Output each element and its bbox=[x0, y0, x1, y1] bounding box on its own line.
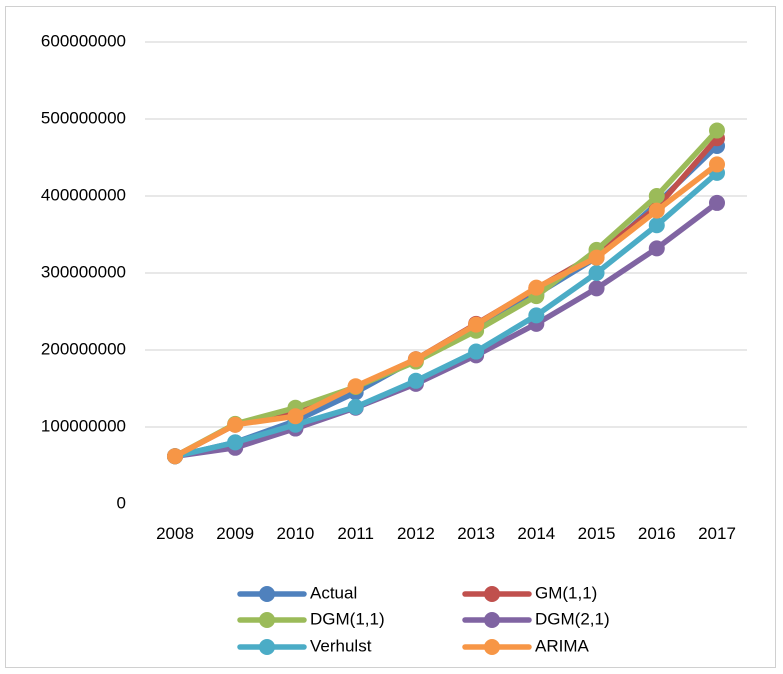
legend-swatch-marker bbox=[259, 612, 275, 628]
y-tick-label: 0 bbox=[117, 493, 126, 512]
data-point-arima bbox=[528, 279, 545, 296]
data-point-dgm-2-1 bbox=[648, 240, 665, 257]
legend-swatch-marker bbox=[484, 639, 500, 655]
x-tick-label: 2015 bbox=[578, 524, 616, 543]
legend-label: DGM(1,1) bbox=[310, 609, 385, 628]
data-point-arima bbox=[648, 202, 665, 219]
series-line-dgm-1-1 bbox=[172, 127, 720, 460]
data-point-verhulst bbox=[468, 343, 485, 360]
legend-item-actual: Actual bbox=[237, 583, 357, 602]
data-point-verhulst bbox=[528, 307, 545, 324]
x-tick-label: 2012 bbox=[397, 524, 435, 543]
series-line-verhulst bbox=[172, 170, 720, 460]
gridlines bbox=[145, 41, 747, 428]
legend-swatch-marker bbox=[259, 639, 275, 655]
series-gm-1-1 bbox=[167, 130, 725, 465]
x-tick-label: 2016 bbox=[638, 524, 676, 543]
data-point-dgm-2-1 bbox=[709, 194, 725, 211]
y-tick-label: 400000000 bbox=[41, 185, 126, 204]
data-point-arima bbox=[588, 249, 605, 266]
legend: Actual GM(1,1) DGM(1,1) DGM(2,1) Verhulst ARI… bbox=[237, 583, 610, 655]
data-point-arima bbox=[347, 378, 364, 395]
series-line-arima bbox=[172, 161, 720, 460]
legend-swatch-marker bbox=[259, 586, 275, 602]
y-tick-label: 100000000 bbox=[41, 416, 126, 435]
legend-item-arima: ARIMA bbox=[462, 636, 590, 655]
legend-label: DGM(2,1) bbox=[535, 609, 610, 628]
legend-item-verhulst: Verhulst bbox=[237, 636, 372, 655]
data-point-arima bbox=[468, 316, 485, 333]
data-point-verhulst bbox=[588, 265, 605, 281]
y-tick-label: 500000000 bbox=[41, 108, 126, 127]
x-tick-label: 2014 bbox=[517, 524, 555, 543]
x-tick-label: 2009 bbox=[216, 524, 254, 543]
series-actual bbox=[167, 137, 725, 465]
data-point-verhulst bbox=[347, 398, 364, 415]
series-dgm-1-1 bbox=[167, 122, 725, 465]
legend-label: Verhulst bbox=[310, 636, 372, 655]
y-tick-label: 300000000 bbox=[41, 262, 126, 281]
data-point-arima bbox=[407, 351, 424, 368]
data-point-verhulst bbox=[227, 434, 244, 451]
y-tick-label: 600000000 bbox=[41, 31, 126, 50]
series-arima bbox=[167, 156, 725, 465]
series-lines bbox=[167, 122, 725, 465]
legend-item-gm-1-1: GM(1,1) bbox=[462, 583, 597, 602]
x-tick-label: 2011 bbox=[337, 524, 374, 543]
legend-label: GM(1,1) bbox=[535, 583, 597, 602]
data-point-arima bbox=[227, 416, 244, 433]
x-axis-tick-labels: 2008 2009 2010 2011 2012 2013 2014 2015 2016 2017 bbox=[156, 524, 736, 543]
legend-label: Actual bbox=[310, 583, 357, 602]
x-tick-label: 2017 bbox=[698, 524, 736, 543]
data-point-arima bbox=[709, 156, 725, 173]
x-tick-label: 2013 bbox=[457, 524, 495, 543]
series-line-dgm-2-1 bbox=[172, 200, 720, 460]
legend-item-dgm-2-1: DGM(2,1) bbox=[462, 609, 610, 628]
y-tick-label: 200000000 bbox=[41, 339, 126, 358]
data-point-dgm-1-1 bbox=[648, 188, 665, 204]
y-axis-tick-labels: 0 100000000 200000000 300000000 400000000 500… bbox=[41, 31, 126, 512]
series-line-gm-1-1 bbox=[172, 135, 720, 460]
data-point-arima bbox=[167, 448, 183, 465]
legend-swatch-marker bbox=[484, 586, 500, 602]
chart-frame bbox=[5, 6, 776, 668]
data-point-verhulst bbox=[648, 217, 665, 234]
x-tick-label: 2010 bbox=[277, 524, 315, 543]
series-line-actual bbox=[172, 143, 720, 460]
legend-swatch-marker bbox=[484, 612, 500, 628]
data-point-arima bbox=[287, 408, 304, 425]
legend-label: ARIMA bbox=[535, 636, 590, 655]
data-point-verhulst bbox=[407, 372, 424, 389]
data-point-dgm-2-1 bbox=[588, 280, 605, 297]
data-point-dgm-1-1 bbox=[709, 122, 725, 139]
legend-item-dgm-1-1: DGM(1,1) bbox=[237, 609, 385, 628]
x-tick-label: 2008 bbox=[156, 524, 194, 543]
